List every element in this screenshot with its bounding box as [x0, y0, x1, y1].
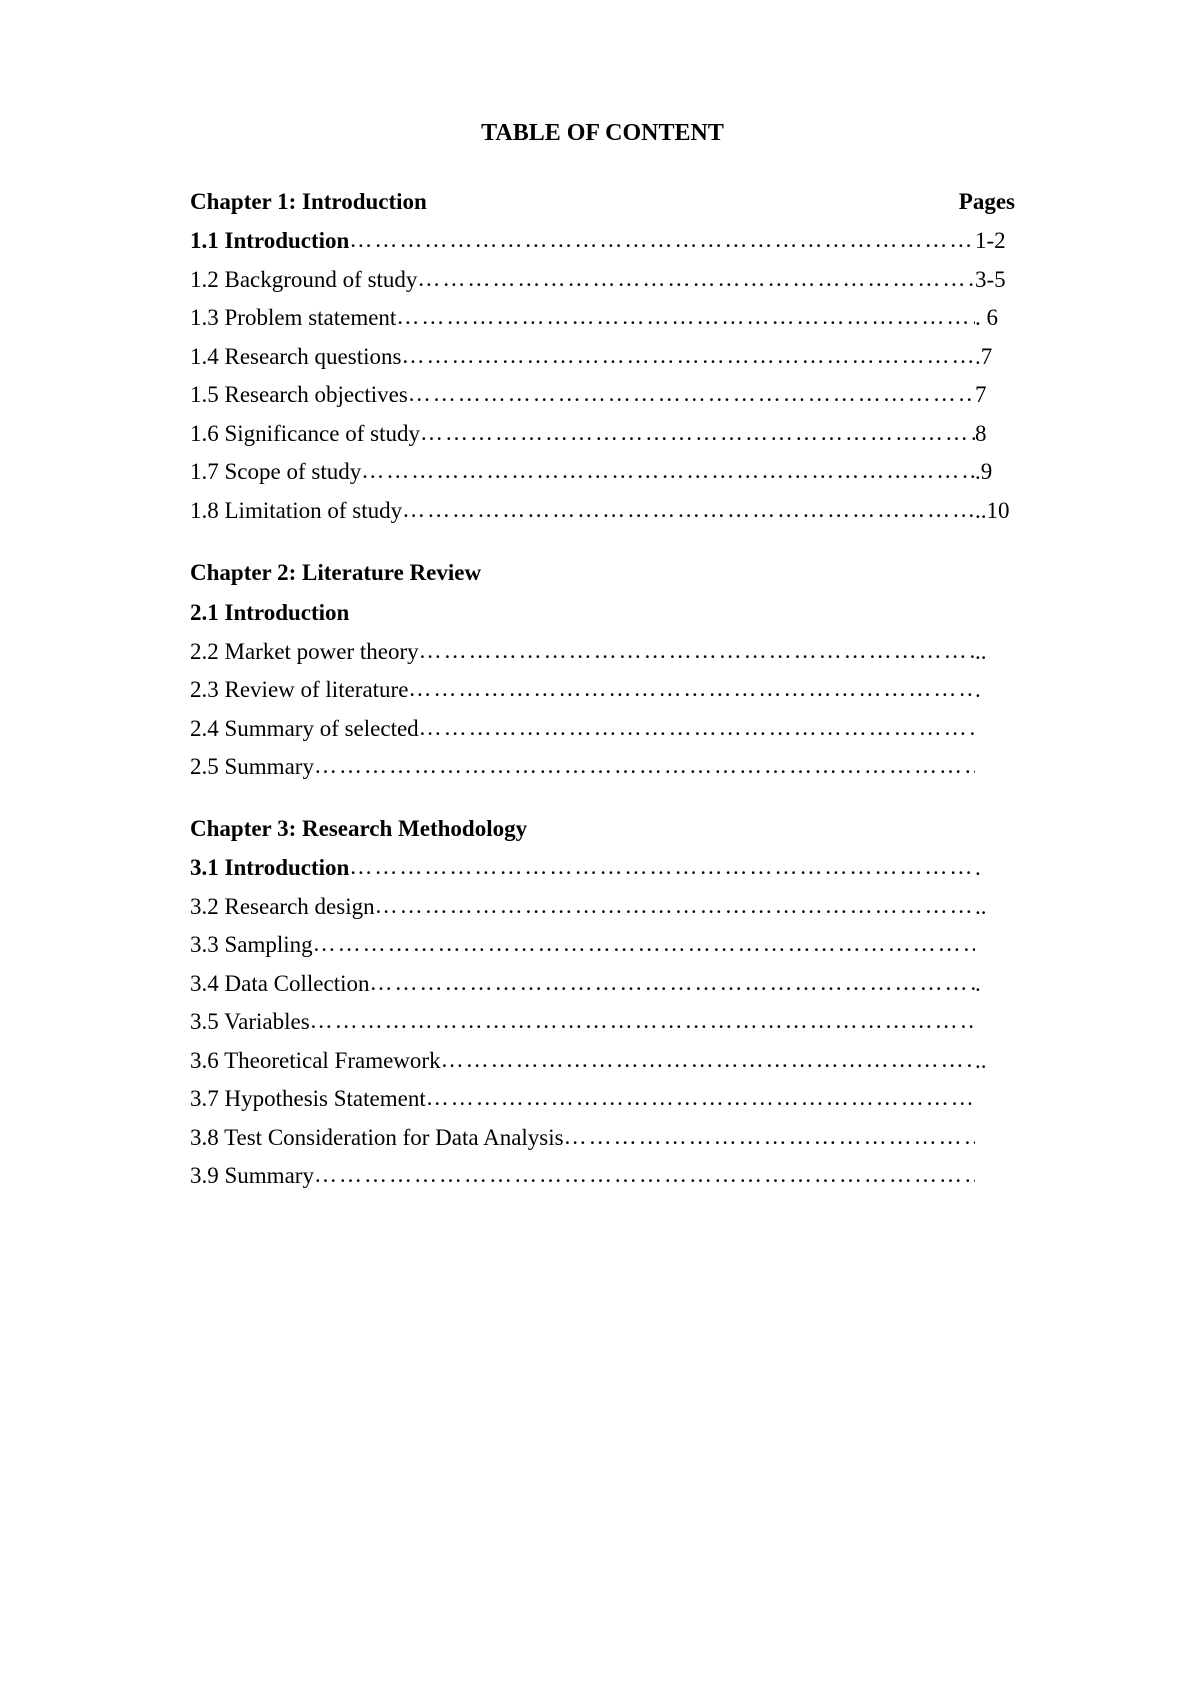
toc-entry: 3.7 Hypothesis Statement: [190, 1087, 1015, 1110]
toc-entry-page: ..: [975, 640, 1015, 663]
toc-entry-label: 3.8 Test Consideration for Data Analysis: [190, 1126, 564, 1149]
toc-entry: 1.3 Problem statement . 6: [190, 306, 1015, 329]
toc-entry-label: 3.4 Data Collection: [190, 972, 370, 995]
toc-entry: 3.2 Research design ..: [190, 895, 1015, 918]
toc-entry: 2.2 Market power theory..: [190, 640, 1015, 663]
toc-leader-dots: [419, 639, 975, 662]
chapter-title: Chapter 3: Research Methodology: [190, 816, 527, 842]
toc-leader-dots: [408, 677, 975, 700]
toc-entry: 2.3 Review of literature .: [190, 678, 1015, 701]
toc-entry: 3.9 Summary: [190, 1164, 1015, 1187]
toc-entry-label: 3.6 Theoretical Framework: [190, 1049, 441, 1072]
toc-entry-page: 1-2: [975, 229, 1015, 252]
toc-entry: 3.1 Introduction.: [190, 856, 1015, 879]
toc-entry-label: 2.5 Summary: [190, 755, 314, 778]
toc-entry: 1.7 Scope of study .9: [190, 460, 1015, 483]
toc-entry: 1.6 Significance of study 8: [190, 422, 1015, 445]
toc-leader-dots: [408, 382, 975, 405]
toc-entry-page: .9: [975, 460, 1015, 483]
toc-entry: 1.2 Background of study 3-5: [190, 268, 1015, 291]
toc-entry-page: 8: [975, 422, 1015, 445]
toc-entry: 1.1 Introduction 1-2: [190, 229, 1015, 252]
toc-leader-dots: [375, 894, 975, 917]
toc-entry: 1.8 Limitation of study ..10: [190, 499, 1015, 522]
chapter-header: Chapter 2: Literature Review: [190, 560, 1015, 586]
chapter-title: Chapter 2: Literature Review: [190, 560, 481, 586]
toc-entry-label: 3.5 Variables: [190, 1010, 310, 1033]
toc-entry-page: 7: [975, 383, 1015, 406]
toc-leader-dots: [349, 855, 975, 878]
toc-entry: 3.6 Theoretical Framework ..: [190, 1049, 1015, 1072]
chapter-sub-intro: 2.1 Introduction: [190, 600, 1015, 626]
toc-entry-label: 2.3 Review of literature: [190, 678, 408, 701]
toc-entry: 1.4 Research questions .7: [190, 345, 1015, 368]
toc-entry-label: 3.1 Introduction: [190, 856, 349, 879]
toc-leader-dots: [426, 1086, 975, 1109]
toc-entry-label: 1.6 Significance of study: [190, 422, 420, 445]
toc-entry-label: 1.8 Limitation of study: [190, 499, 402, 522]
pages-header-label: Pages: [959, 189, 1015, 215]
chapter-header: Chapter 1: Introduction Pages: [190, 189, 1015, 215]
toc-leader-dots: [417, 267, 975, 290]
toc-entry: 3.4 Data Collection.: [190, 972, 1015, 995]
toc-entry-label: 3.3 Sampling: [190, 933, 313, 956]
toc-entry-page: ..: [975, 1049, 1015, 1072]
toc-entry-label: 1.5 Research objectives: [190, 383, 408, 406]
toc-entry-label: 3.9 Summary: [190, 1164, 314, 1187]
toc-leader-dots: [396, 305, 975, 328]
toc-entry-page: .: [975, 972, 1015, 995]
toc-content: Chapter 1: Introduction Pages 1.1 Introduc…: [190, 189, 1015, 1187]
toc-entry-page: 3-5: [975, 268, 1015, 291]
toc-entry: 3.5 Variables: [190, 1010, 1015, 1033]
toc-leader-dots: [310, 1009, 975, 1032]
toc-entry-label: 1.3 Problem statement: [190, 306, 396, 329]
toc-entry-label: 1.4 Research questions: [190, 345, 401, 368]
toc-entry-page: .: [975, 856, 1015, 879]
chapter-header: Chapter 3: Research Methodology: [190, 816, 1015, 842]
toc-leader-dots: [370, 971, 976, 994]
toc-entry-label: 2.4 Summary of selected: [190, 717, 419, 740]
toc-leader-dots: [419, 716, 975, 739]
toc-entry-page: ..10: [975, 499, 1015, 522]
toc-entry-label: 3.7 Hypothesis Statement: [190, 1087, 426, 1110]
toc-leader-dots: [314, 1163, 975, 1186]
toc-entry-page: .: [975, 678, 1015, 701]
toc-entry-label: 3.2 Research design: [190, 895, 375, 918]
toc-entry-label: 1.7 Scope of study: [190, 460, 361, 483]
toc-leader-dots: [420, 421, 975, 444]
toc-entry-page: ..: [975, 895, 1015, 918]
toc-leader-dots: [441, 1048, 975, 1071]
toc-leader-dots: [349, 228, 975, 251]
toc-leader-dots: [313, 932, 975, 955]
toc-leader-dots: [314, 754, 975, 777]
toc-entry-page: .7: [975, 345, 1015, 368]
toc-entry-page: . 6: [975, 306, 1015, 329]
chapter-title: Chapter 1: Introduction: [190, 189, 427, 215]
toc-leader-dots: [401, 344, 975, 367]
toc-entry: 3.3 Sampling: [190, 933, 1015, 956]
toc-entry: 2.4 Summary of selected: [190, 717, 1015, 740]
toc-entry-label: 1.2 Background of study: [190, 268, 417, 291]
page-title: TABLE OF CONTENT: [190, 120, 1015, 147]
toc-entry: 1.5 Research objectives 7: [190, 383, 1015, 406]
toc-entry: 2.5 Summary: [190, 755, 1015, 778]
toc-leader-dots: [564, 1125, 975, 1148]
toc-entry-label: 2.2 Market power theory: [190, 640, 419, 663]
toc-entry-label: 1.1 Introduction: [190, 229, 349, 252]
toc-leader-dots: [361, 459, 975, 482]
toc-leader-dots: [402, 498, 975, 521]
toc-entry: 3.8 Test Consideration for Data Analysis: [190, 1126, 1015, 1149]
